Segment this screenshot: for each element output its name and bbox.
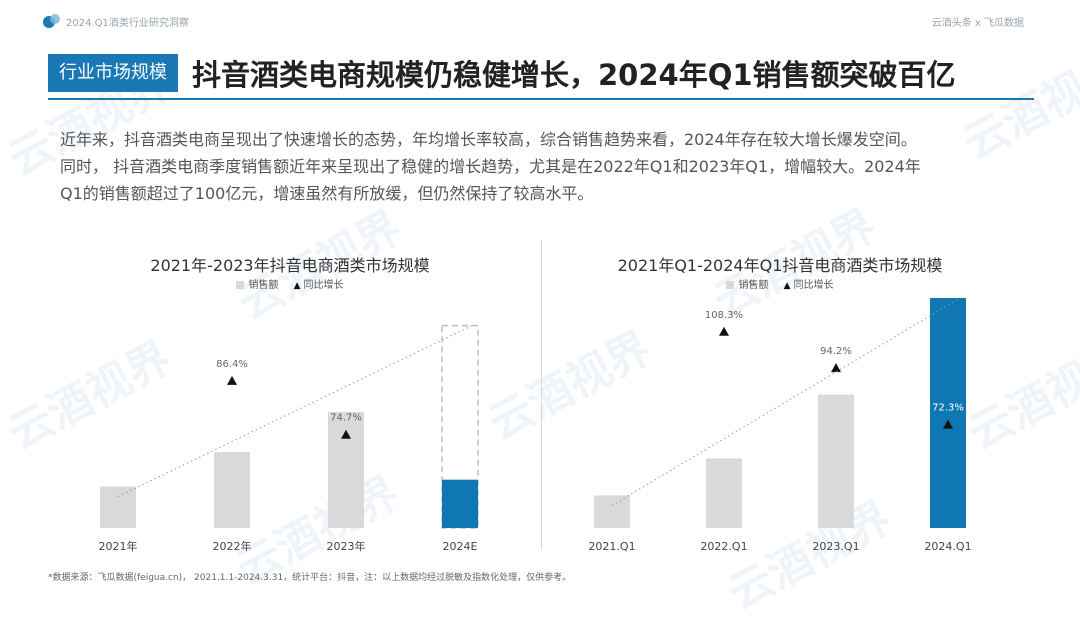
yoy-data-label: 94.2% — [820, 346, 852, 357]
sales-bar — [594, 495, 630, 528]
yoy-data-label: 108.3% — [705, 310, 743, 321]
yoy-marker-triangle-icon — [831, 363, 841, 373]
trend-line — [611, 297, 961, 506]
sales-bar — [930, 298, 966, 528]
brand-credit: 云酒头条 x 飞瓜数据 — [931, 18, 1024, 29]
intro-line: 近年来，抖音酒类电商呈现出了快速增长的态势，年均增长率较高，综合销售趋势来看，2… — [60, 130, 917, 149]
title-rule — [48, 98, 1034, 100]
x-tick-label: 2024.Q1 — [924, 540, 971, 553]
legend-swatch — [726, 281, 735, 289]
x-tick-label: 2022年 — [213, 539, 252, 553]
yoy-marker-triangle-icon — [943, 419, 953, 429]
trend-line — [117, 325, 473, 498]
annual-chart: 2021年-2023年抖音电商酒类市场规模 销售额 ▲ 同比增长 2021年 202… — [40, 242, 540, 562]
annual-chart-plot: 2021年 2022年 86.4% 2023年 74.7% 2024E — [99, 324, 479, 553]
legend-label: 同比增长 — [793, 280, 834, 291]
top-bar: 2024.Q1酒类行业研究洞察 云酒头条 x 飞瓜数据 — [0, 0, 1080, 40]
legend-label: 销售额 — [738, 280, 769, 291]
intro-paragraph: 近年来，抖音酒类电商呈现出了快速增长的态势，年均增长率较高，综合销售趋势来看，2… — [60, 126, 1020, 207]
legend-item-sales: 销售额 — [726, 276, 768, 291]
intro-line: Q1的销售额超过了100亿元，增速虽然有所放缓，但仍然保持了较高水平。 — [60, 184, 594, 203]
x-tick-label: 2023年 — [327, 539, 366, 553]
estimate-outline-bar — [441, 324, 479, 529]
legend-item-yoy: ▲ 同比增长 — [784, 276, 834, 291]
chart-title: 2021年Q1-2024年Q1抖音电商酒类市场规模 — [617, 256, 943, 275]
section-tag: 行业市场规模 — [48, 54, 178, 92]
chart-title: 2021年-2023年抖音电商酒类市场规模 — [150, 256, 430, 275]
sales-bar — [818, 394, 854, 528]
triangle-icon: ▲ — [293, 281, 301, 291]
x-tick-label: 2022.Q1 — [700, 540, 747, 553]
x-tick-label: 2021年 — [99, 539, 138, 553]
x-tick-label: 2024E — [443, 540, 478, 553]
quarterly-chart-plot: 2021.Q1 2022.Q1 108.3% 2023.Q1 94.2% 2024.Q1 7… — [588, 297, 972, 553]
x-tick-label: 2021.Q1 — [588, 540, 635, 553]
page-title: 抖音酒类电商规模仍稳健增长，2024年Q1销售额突破百亿 — [192, 58, 956, 92]
sales-bar — [442, 479, 478, 528]
intro-line: 同时， 抖音酒类电商季度销售额近年来呈现出了稳健的增长趋势，尤其是在2022年Q… — [60, 157, 921, 176]
yoy-data-label: 74.7% — [330, 413, 362, 424]
legend-item-yoy: ▲ 同比增长 — [294, 276, 344, 291]
sales-bar — [328, 411, 364, 528]
chart-legend: 销售额 ▲ 同比增长 — [40, 276, 540, 291]
data-source-footnote: *数据来源：飞瓜数据(feigua.cn)， 2021.1.1-2024.3.3… — [48, 573, 572, 583]
legend-label: 同比增长 — [303, 280, 344, 291]
yoy-marker-triangle-icon — [227, 375, 237, 385]
quarterly-chart: 2021年Q1-2024年Q1抖音电商酒类市场规模 销售额 ▲ 同比增长 2021… — [530, 242, 1030, 562]
sales-bar — [100, 486, 136, 528]
legend-item-sales: 销售额 — [236, 276, 278, 291]
x-tick-label: 2023.Q1 — [812, 540, 859, 553]
legend-label: 销售额 — [248, 280, 279, 291]
triangle-icon: ▲ — [783, 281, 791, 291]
yoy-marker-triangle-icon — [341, 429, 351, 439]
report-title: 2024.Q1酒类行业研究洞察 — [66, 18, 189, 29]
yoy-data-label: 86.4% — [216, 359, 248, 370]
brand-logo-icon — [43, 14, 60, 28]
yoy-marker-triangle-icon — [719, 326, 729, 336]
chart-divider — [541, 240, 542, 550]
yoy-data-label: 72.3% — [932, 403, 964, 414]
legend-swatch — [236, 281, 245, 289]
chart-legend: 销售额 ▲ 同比增长 — [530, 276, 1030, 291]
sales-bar — [706, 458, 742, 528]
sales-bar — [214, 452, 250, 528]
